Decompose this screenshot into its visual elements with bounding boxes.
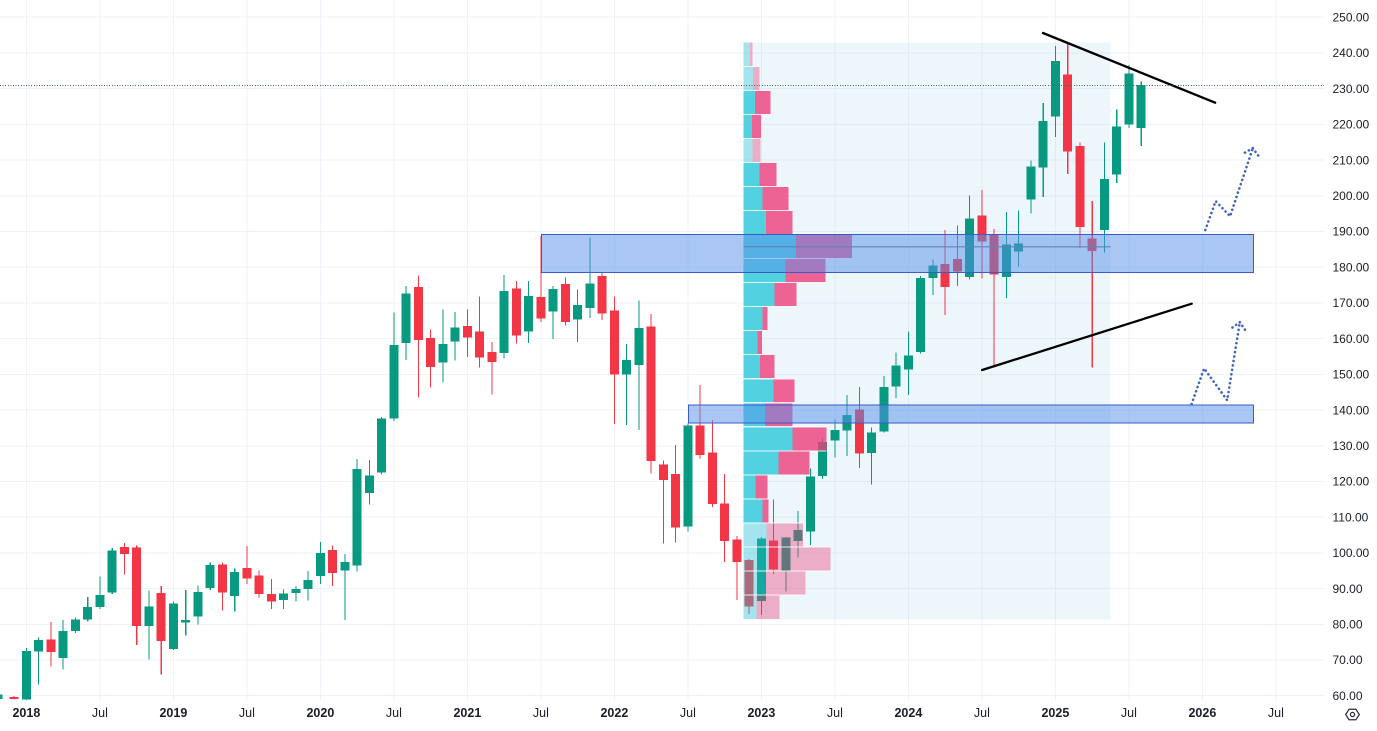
svg-text:2020: 2020: [306, 706, 334, 720]
svg-text:90.00: 90.00: [1333, 582, 1363, 596]
svg-text:140.00: 140.00: [1333, 403, 1370, 417]
svg-text:Jul: Jul: [239, 706, 255, 720]
svg-text:2018: 2018: [12, 706, 40, 720]
svg-text:190.00: 190.00: [1333, 225, 1370, 239]
svg-text:Jul: Jul: [533, 706, 549, 720]
svg-text:150.00: 150.00: [1333, 368, 1370, 382]
svg-text:170.00: 170.00: [1333, 296, 1370, 310]
svg-text:Jul: Jul: [1268, 706, 1284, 720]
svg-text:2021: 2021: [453, 706, 481, 720]
svg-text:80.00: 80.00: [1333, 618, 1363, 632]
svg-text:180.00: 180.00: [1333, 260, 1370, 274]
svg-text:250.00: 250.00: [1333, 10, 1370, 24]
svg-text:110.00: 110.00: [1333, 510, 1369, 524]
svg-text:Jul: Jul: [386, 706, 402, 720]
svg-text:2025: 2025: [1041, 706, 1069, 720]
svg-text:100.00: 100.00: [1333, 546, 1370, 560]
svg-text:70.00: 70.00: [1333, 653, 1363, 667]
svg-text:Jul: Jul: [1121, 706, 1137, 720]
svg-text:240.00: 240.00: [1333, 46, 1370, 60]
svg-text:200.00: 200.00: [1333, 189, 1370, 203]
svg-text:160.00: 160.00: [1333, 332, 1370, 346]
svg-text:120.00: 120.00: [1333, 475, 1370, 489]
svg-text:220.00: 220.00: [1333, 118, 1370, 132]
svg-text:Jul: Jul: [680, 706, 696, 720]
svg-text:230.00: 230.00: [1333, 82, 1370, 96]
svg-text:Jul: Jul: [92, 706, 108, 720]
svg-text:2023: 2023: [747, 706, 775, 720]
svg-text:60.00: 60.00: [1333, 689, 1363, 703]
svg-text:130.00: 130.00: [1333, 439, 1370, 453]
svg-text:2019: 2019: [159, 706, 187, 720]
svg-text:2024: 2024: [894, 706, 922, 720]
svg-text:210.00: 210.00: [1333, 153, 1370, 167]
svg-text:Jul: Jul: [827, 706, 843, 720]
svg-text:2022: 2022: [600, 706, 628, 720]
svg-text:Jul: Jul: [974, 706, 990, 720]
svg-text:2026: 2026: [1188, 706, 1216, 720]
